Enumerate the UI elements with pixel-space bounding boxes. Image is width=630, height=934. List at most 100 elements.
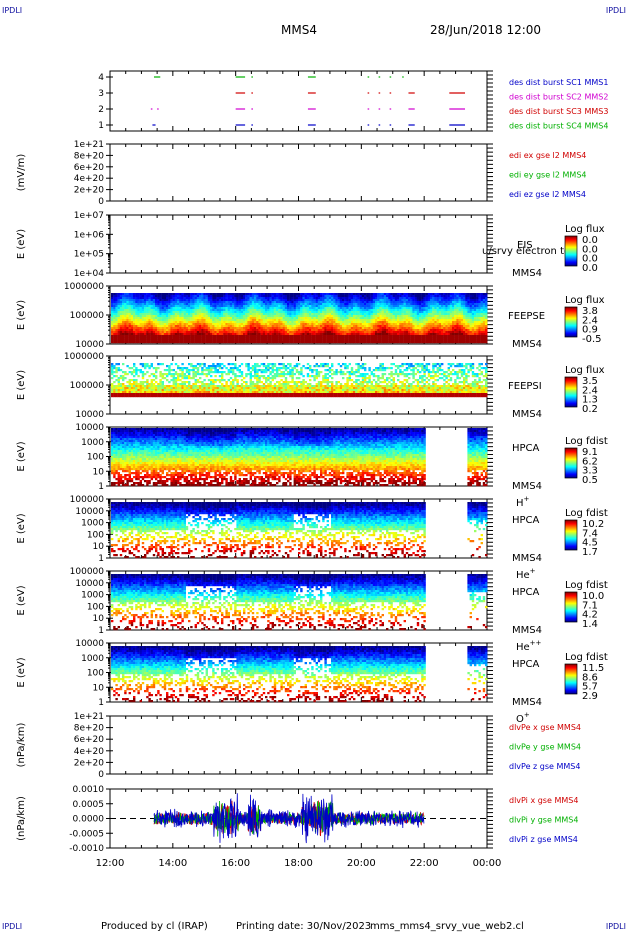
heatmap-cell [111,371,114,374]
y-tick-label: 2e+20 [74,186,105,196]
heatmap-cell [403,339,406,342]
heatmap-cell [232,313,235,316]
heatmap-cell [146,323,149,326]
heatmap-cell [386,311,389,314]
heatmap-cell [443,311,446,314]
heatmap-cell [141,305,145,308]
heatmap-cell [399,329,402,332]
heatmap-cell [480,295,483,298]
heatmap-cell [194,329,197,332]
heatmap-cell [427,327,431,330]
heatmap-cell [111,317,114,320]
heatmap-cell [478,335,481,338]
heatmap-cell [159,323,162,326]
heatmap-cell [350,339,354,342]
heatmap-cell [126,393,129,396]
heatmap-cell [333,307,336,310]
colorbar [564,235,578,267]
heatmap-cell [361,311,365,314]
heatmap-cell [392,329,395,332]
heatmap-cell [166,293,169,296]
heatmap-cell [390,327,393,330]
heatmap-cell [427,313,431,316]
heatmap-cell [423,311,426,314]
heatmap-cell [139,335,142,338]
heatmap-cell [443,313,446,316]
heatmap-cell [471,339,475,342]
heatmap-cell [403,313,406,316]
heatmap-cell [390,315,393,318]
heatmap-cell [126,301,129,304]
heatmap-cell [366,325,369,328]
heatmap-cell [342,333,345,336]
heatmap-cell [232,317,235,320]
heatmap-cell [315,309,318,312]
heatmap-cell [181,339,184,342]
heatmap-cell [234,315,237,318]
heatmap-cell [339,299,343,302]
heatmap-cell [397,325,400,328]
heatmap-cell [133,337,136,340]
heatmap-cell [383,329,387,332]
heatmap-cell [432,305,435,308]
heatmap-cell [331,315,334,318]
heatmap-cell [137,337,140,340]
heatmap-cell [212,341,215,344]
heatmap-cell [443,333,446,336]
heatmap-cell [412,317,415,320]
heatmap-cell [130,321,134,324]
heatmap-cell [441,339,444,342]
heatmap-cell [146,363,149,366]
heatmap-cell [117,321,120,324]
heatmap-cell [207,311,211,314]
heatmap-cell [179,339,182,342]
heatmap-cell [139,339,142,342]
heatmap-cell [148,387,151,390]
heatmap-cell [410,309,413,312]
heatmap-cell [313,295,316,298]
heatmap-cell [221,293,224,296]
heatmap-cell [350,301,354,304]
heatmap-cell [438,315,442,318]
header-spacecraft: MMS4 [281,23,317,37]
heatmap-cell [443,305,446,308]
heatmap-cell [438,323,442,326]
heatmap-cell [227,305,230,308]
heatmap-cell [375,317,378,320]
heatmap-cell [328,329,332,332]
heatmap-cell [168,303,171,306]
heatmap-cell [122,377,125,380]
heatmap-cell [181,297,184,300]
heatmap-cell [271,335,274,338]
heatmap-cell [258,341,261,344]
heatmap-cell [449,337,453,340]
heatmap-cell [482,323,486,326]
heatmap-cell [375,315,378,318]
heatmap-cell [421,293,424,296]
heatmap-cell [476,317,479,320]
heatmap-cell [168,307,171,310]
heatmap-cell [324,293,327,296]
heatmap-cell [331,339,334,342]
heatmap-cell [381,315,384,318]
heatmap-cell [460,331,464,334]
heatmap-cell [247,301,250,304]
heatmap-cell [348,301,351,304]
heatmap-cell [423,327,426,330]
heatmap-cell [293,327,296,330]
heatmap-cell [130,317,134,320]
heatmap-cell [245,309,248,312]
heatmap-cell [328,305,332,308]
heatmap-cell [155,313,158,316]
heatmap-cell [412,301,415,304]
heatmap-cell [194,333,197,336]
heatmap-cell [130,329,134,332]
heatmap-cell [463,303,466,306]
heatmap-cell [317,331,321,334]
heatmap-cell [397,323,400,326]
heatmap-cell [152,315,156,318]
heatmap-cell [119,297,123,300]
heatmap-cell [313,327,316,330]
heatmap-cell [386,337,389,340]
heatmap-cell [416,309,420,312]
